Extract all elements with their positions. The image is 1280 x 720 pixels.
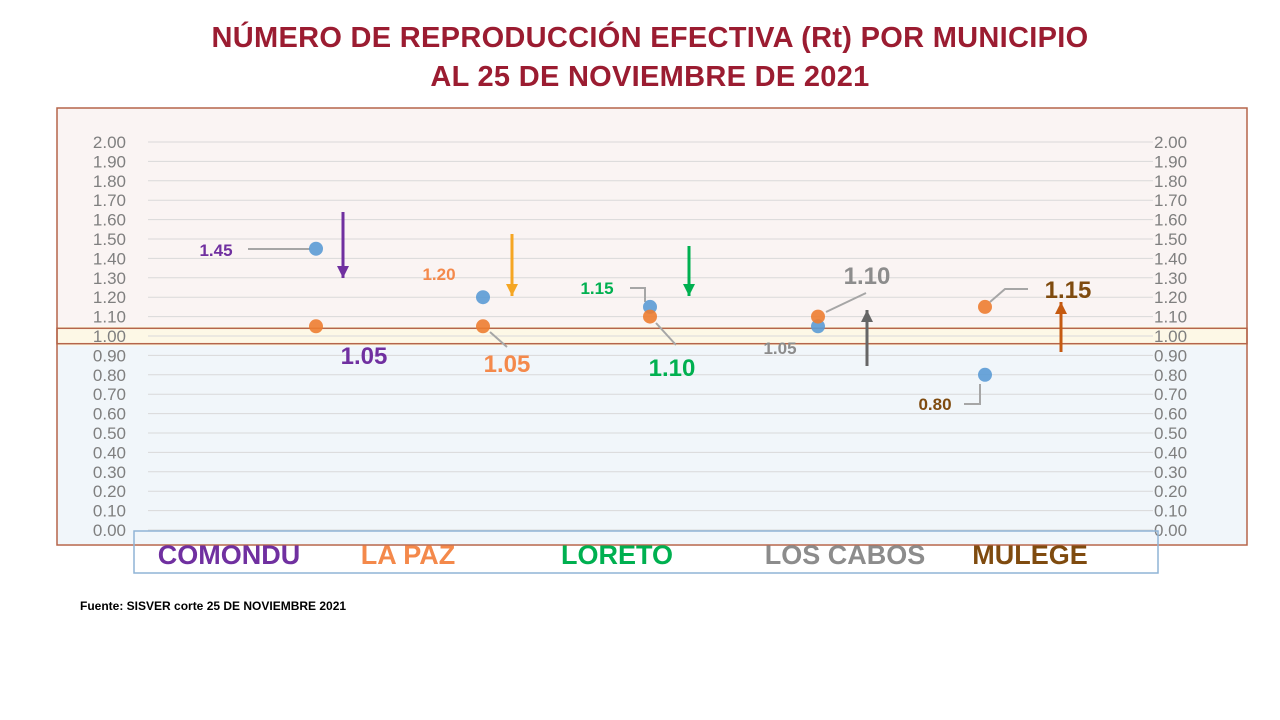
y-tick-left: 0.30 (93, 463, 126, 482)
data-label: 0.80 (918, 395, 951, 414)
y-tick-left: 0.80 (93, 366, 126, 385)
point-series1 (476, 290, 490, 305)
y-tick-right: 1.20 (1154, 288, 1187, 307)
y-tick-left: 1.30 (93, 269, 126, 288)
y-tick-left: 0.10 (93, 502, 126, 521)
data-label: 1.20 (422, 265, 455, 284)
y-tick-right: 0.10 (1154, 502, 1187, 521)
y-tick-left: 1.60 (93, 211, 126, 230)
y-tick-right: 1.70 (1154, 191, 1187, 210)
point-series1 (643, 299, 657, 314)
y-tick-left: 2.00 (93, 133, 126, 152)
y-tick-right: 0.30 (1154, 463, 1187, 482)
label-leader (630, 287, 646, 302)
y-tick-left: 1.70 (93, 191, 126, 210)
label-leader (655, 322, 677, 346)
y-tick-right: 2.00 (1154, 133, 1187, 152)
y-tick-right: 1.40 (1154, 249, 1187, 268)
y-tick-left: 1.00 (93, 327, 126, 346)
label-leader (825, 292, 867, 313)
y-tick-right: 0.20 (1154, 482, 1187, 501)
y-tick-left: 1.20 (93, 288, 126, 307)
data-label: 1.10 (844, 263, 891, 290)
data-label: 1.15 (1045, 277, 1092, 304)
category-label: LOS CABOS (765, 540, 926, 570)
data-label: 1.15 (580, 279, 613, 298)
chart-title-line2: AL 25 DE NOVIEMBRE DE 2021 (430, 61, 870, 93)
category-label: LORETO (561, 540, 673, 570)
data-label: 1.45 (199, 241, 232, 260)
category-label: LA PAZ (361, 540, 456, 570)
rt-chart: 0.00 0.000.10 0.100.20 0.200.30 0.300.40 0.40… (56, 107, 1248, 574)
y-tick-left: 1.10 (93, 308, 126, 327)
y-tick-left: 0.50 (93, 424, 126, 443)
y-tick-left: 1.50 (93, 230, 126, 249)
threshold-frame (56, 327, 1248, 345)
point-series2 (811, 309, 825, 324)
point-series2 (978, 299, 992, 314)
trend-arrow-up (861, 310, 873, 322)
y-tick-right: 0.70 (1154, 385, 1187, 404)
point-series2 (309, 319, 323, 334)
y-tick-right: 1.80 (1154, 172, 1187, 191)
label-leader (489, 331, 508, 348)
y-tick-left: 0.00 (93, 521, 126, 540)
data-label: 1.05 (341, 343, 388, 370)
category-label: COMONDU (158, 540, 301, 570)
y-tick-right: 1.90 (1154, 152, 1187, 171)
label-leader (964, 384, 981, 405)
point-series1 (309, 241, 323, 256)
label-leader (989, 288, 1028, 303)
data-label: 1.10 (649, 355, 696, 382)
y-tick-left: 0.60 (93, 405, 126, 424)
y-tick-left: 0.40 (93, 443, 126, 462)
source-note: Fuente: SISVER corte 25 DE NOVIEMBRE 202… (80, 599, 347, 613)
y-tick-right: 0.40 (1154, 443, 1187, 462)
data-label: 1.05 (763, 339, 796, 358)
legend-frame (133, 530, 1159, 574)
trend-arrow-down (506, 284, 518, 296)
point-series1 (811, 319, 825, 334)
trend-arrow-down (683, 284, 695, 296)
y-tick-right: 1.30 (1154, 269, 1187, 288)
y-tick-left: 0.70 (93, 385, 126, 404)
y-tick-left: 1.90 (93, 152, 126, 171)
y-tick-right: 0.90 (1154, 346, 1187, 365)
y-tick-right: 0.60 (1154, 405, 1187, 424)
y-tick-right: 1.60 (1154, 211, 1187, 230)
category-label: MULEGE (972, 540, 1088, 570)
y-tick-right: 0.00 (1154, 521, 1187, 540)
y-tick-left: 1.40 (93, 249, 126, 268)
y-tick-left: 1.80 (93, 172, 126, 191)
point-series1 (978, 367, 992, 382)
chart-frame (56, 107, 1248, 546)
y-tick-left: 0.20 (93, 482, 126, 501)
y-tick-right: 1.10 (1154, 308, 1187, 327)
y-tick-left: 0.90 (93, 346, 126, 365)
y-tick-right: 1.50 (1154, 230, 1187, 249)
chart-title-line1: NÚMERO DE REPRODUCCIÓN EFECTIVA (Rt) POR… (211, 22, 1089, 54)
y-tick-right: 0.50 (1154, 424, 1187, 443)
upper-zone (57, 108, 1247, 327)
point-series2 (643, 309, 657, 324)
trend-arrow-up (1055, 302, 1067, 314)
y-tick-right: 1.00 (1154, 327, 1187, 346)
data-label: 1.05 (484, 351, 531, 378)
y-tick-right: 0.80 (1154, 366, 1187, 385)
trend-arrow-down (337, 266, 349, 278)
point-series2 (476, 319, 490, 334)
